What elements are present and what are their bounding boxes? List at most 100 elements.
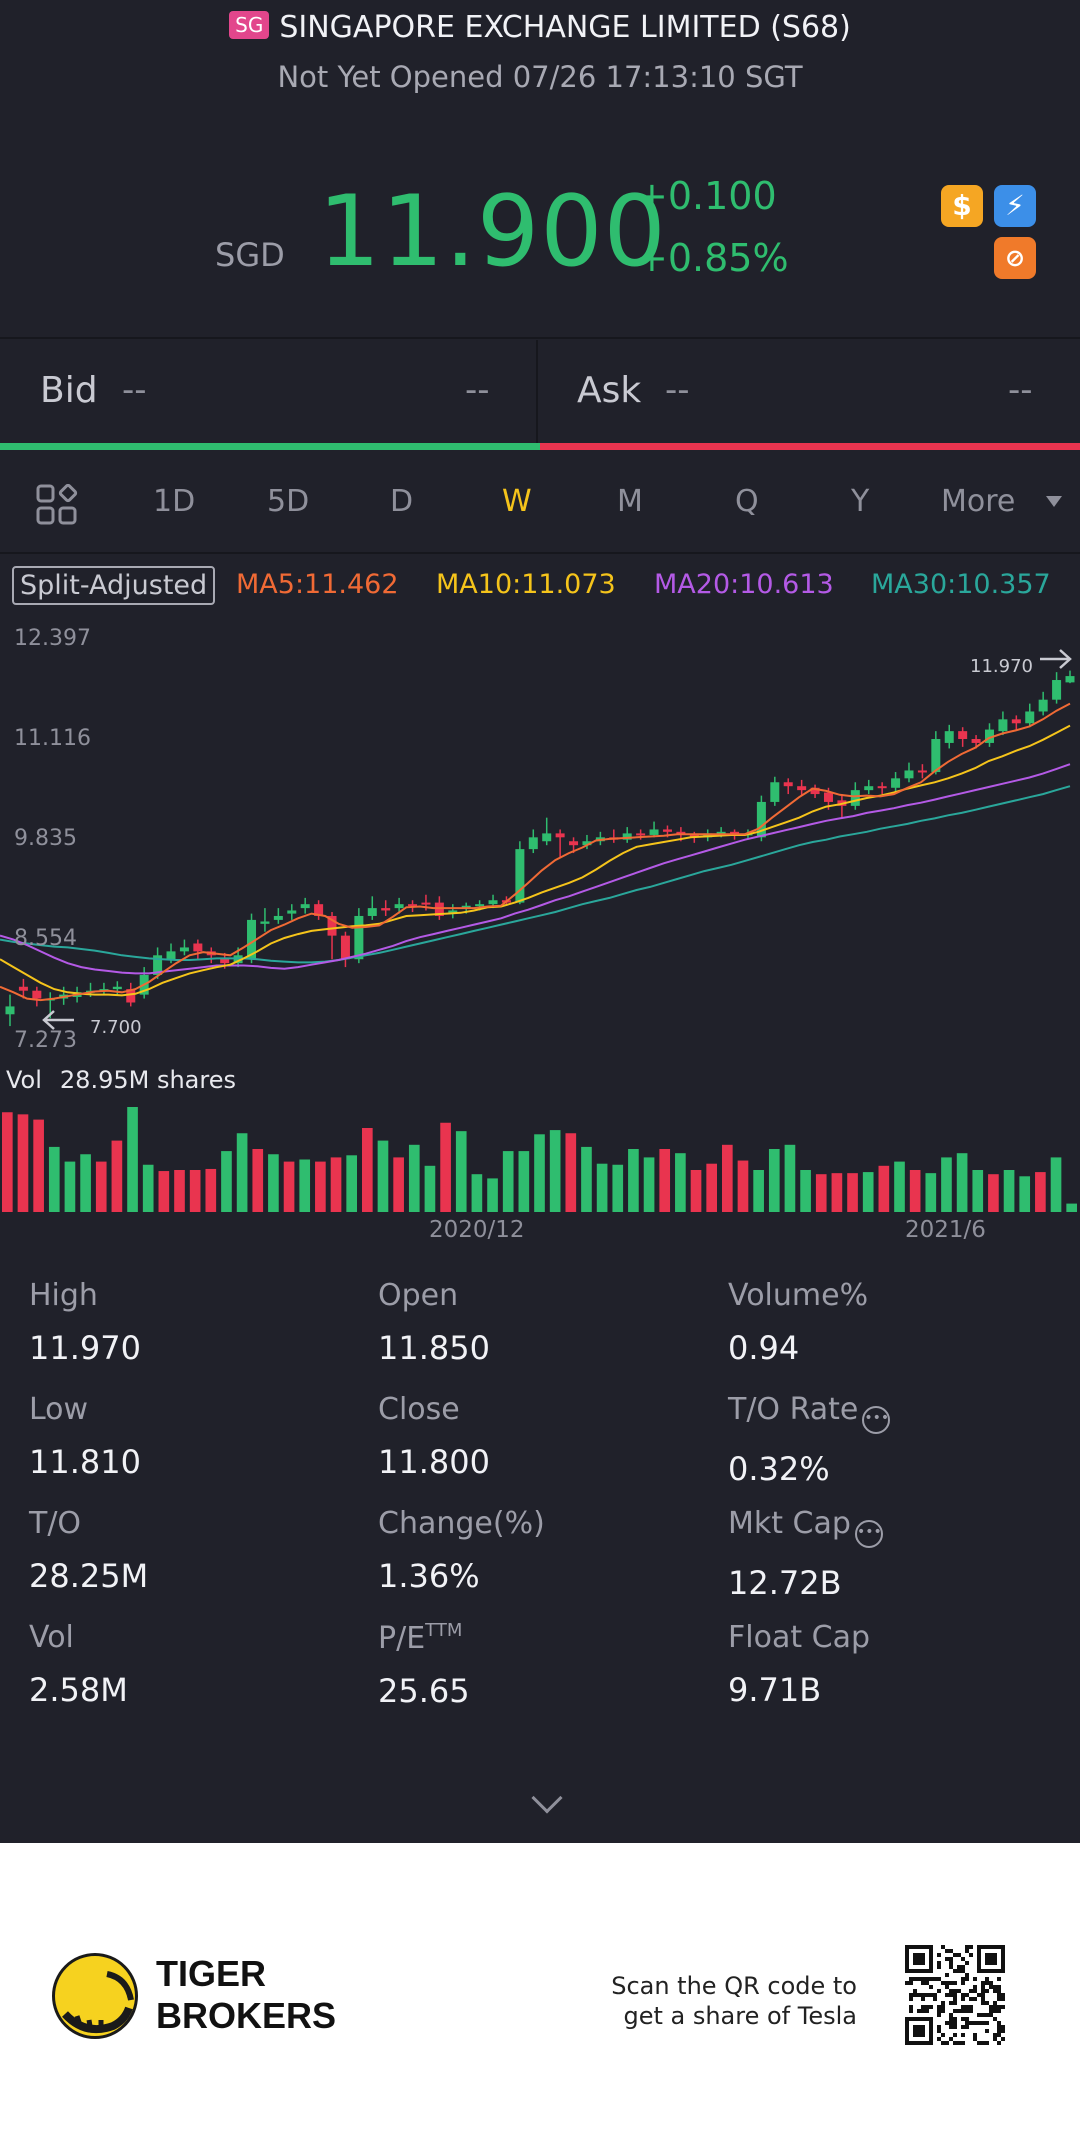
volume-bar [1019, 1176, 1031, 1212]
split-adjusted-button[interactable]: Split-Adjusted [12, 566, 216, 605]
promo-line: get a share of Tesla [623, 2002, 857, 2030]
info-icon[interactable]: ••• [854, 1520, 883, 1548]
stat-value: 0.32% [728, 1450, 830, 1488]
price-row: SGD 11.900 +0.100 +0.85% $ ⚡ ⊘ [0, 170, 1080, 290]
bid-volume-bar [0, 443, 540, 450]
tab-w[interactable]: W [502, 484, 532, 519]
volume-value: 28.95M shares [59, 1066, 236, 1094]
candle-body [984, 729, 994, 743]
volume-legend: Vol 28.95M shares [6, 1066, 236, 1094]
volume-bar [17, 1114, 29, 1212]
y-tick-label: 12.397 [14, 626, 91, 651]
volume-bar [768, 1149, 780, 1212]
candle-body [528, 837, 538, 850]
volume-bar [909, 1170, 921, 1212]
volume-bar [142, 1164, 154, 1212]
volume-bar [111, 1140, 123, 1212]
candle-body [542, 833, 552, 842]
candle-body [904, 770, 914, 779]
candle-body [340, 935, 350, 960]
volume-bar [236, 1133, 248, 1212]
stock-name: SINGAPORE EXCHANGE LIMITED (S68) [279, 10, 851, 45]
volume-bar [299, 1159, 311, 1212]
divider [0, 337, 1080, 339]
bid-size: -- [465, 370, 490, 410]
chevron-down-icon[interactable] [1046, 496, 1062, 507]
tab-more[interactable]: More [941, 484, 1016, 519]
candle-body [1065, 676, 1075, 683]
x-date-label: 2021/6 [905, 1217, 986, 1243]
volume-bar [1003, 1170, 1015, 1212]
candle-body [716, 831, 726, 834]
chart-settings-icon[interactable] [36, 484, 78, 526]
volume-bar [988, 1174, 999, 1212]
volume-bar [831, 1173, 843, 1212]
volume-bar [941, 1157, 952, 1212]
quote-stats: High 11.970 Open 11.850 Volume% 0.94 Low… [0, 1270, 1080, 1730]
candle-body [179, 947, 189, 952]
candle-body [421, 902, 431, 905]
candle-body [850, 790, 860, 806]
candle-body [247, 919, 257, 960]
tab-1d[interactable]: 1D [153, 484, 196, 519]
chevron-down-icon[interactable] [531, 1782, 563, 1814]
stock-title: SG SINGAPORE EXCHANGE LIMITED (S68) [0, 10, 1080, 45]
volume-bar [894, 1161, 905, 1212]
stat-high: High 11.970 [29, 1278, 141, 1367]
stat-label: T/O [29, 1506, 82, 1541]
stat-label: Float Cap [728, 1620, 871, 1655]
volume-bar [815, 1174, 827, 1212]
stat-label: Close [378, 1392, 460, 1427]
candle-body [5, 1006, 15, 1015]
candle-body [770, 782, 780, 802]
candle-body [662, 829, 672, 832]
stat-value: 11.970 [29, 1329, 141, 1367]
volume-bar [722, 1144, 733, 1212]
stat-value: 12.72B [728, 1564, 842, 1602]
candle-body [32, 990, 42, 999]
tab-m[interactable]: M [617, 484, 643, 519]
stat-label: Open [378, 1278, 459, 1313]
volume-bar [596, 1163, 608, 1212]
volume-bar [440, 1122, 451, 1212]
stat-value: 28.25M [29, 1557, 149, 1595]
candle-body [394, 904, 404, 909]
tab-d[interactable]: D [390, 484, 414, 519]
volume-bar [800, 1170, 811, 1212]
candle-body [126, 989, 136, 1003]
max-price-label: 11.970 [970, 656, 1033, 677]
volume-bar [956, 1153, 968, 1212]
volume-chart[interactable] [0, 1100, 1080, 1212]
volume-bar [64, 1161, 76, 1212]
volume-bar [565, 1133, 577, 1212]
stat-change-pct: Change(%) 1.36% [378, 1506, 545, 1595]
volume-bar [362, 1128, 373, 1212]
volume-bar [393, 1157, 404, 1212]
period-tabs: 1D 5D D W M Q Y More [0, 470, 1080, 540]
info-icon[interactable]: ••• [862, 1406, 891, 1434]
ask-section: Ask -- -- [540, 340, 1078, 445]
candle-body [797, 786, 807, 791]
volume-bar [502, 1151, 514, 1212]
candle-body [569, 841, 579, 846]
volume-bar [972, 1170, 984, 1212]
dollar-icon[interactable]: $ [941, 185, 983, 227]
tab-q[interactable]: Q [735, 484, 759, 519]
ma30-value: MA30:10.357 [871, 569, 1051, 600]
tab-5d[interactable]: 5D [267, 484, 310, 519]
orange-badge-icon[interactable]: ⊘ [994, 237, 1036, 279]
stat-label: T/O Rate [728, 1392, 859, 1427]
candle-body [112, 986, 122, 990]
volume-bar [205, 1168, 217, 1212]
volume-bar [784, 1144, 796, 1212]
flash-icon[interactable]: ⚡ [994, 185, 1036, 227]
candle-body [1011, 719, 1021, 724]
tab-y[interactable]: Y [851, 484, 870, 519]
volume-bar [878, 1165, 890, 1212]
stat-float-cap: Float Cap 9.71B [728, 1620, 870, 1709]
y-tick-label: 8.554 [14, 926, 77, 951]
candle-body [1025, 711, 1035, 724]
market-status: Not Yet Opened 07/26 17:13:10 SGT [277, 60, 803, 94]
candlestick-chart[interactable]: 12.397 11.116 9.835 8.554 7.273 11.970 7… [0, 615, 1080, 1065]
ma30-line [0, 785, 1071, 964]
